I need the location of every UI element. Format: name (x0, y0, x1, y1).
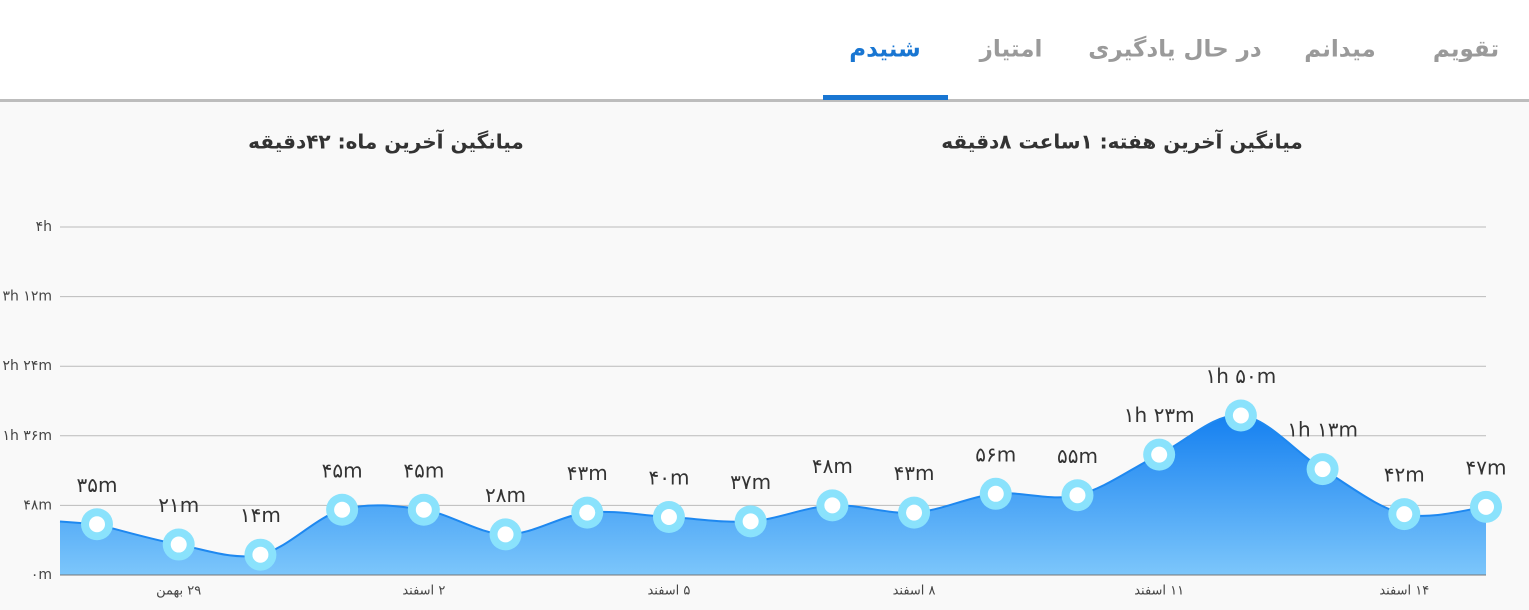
tab[interactable]: امتیاز (979, 37, 1043, 63)
tab[interactable]: میدانم (1304, 37, 1375, 63)
point-center (824, 497, 841, 514)
point-center (1478, 498, 1494, 515)
value-label: ۵۵m (1057, 444, 1098, 468)
tab-bar (0, 0, 1529, 100)
point-center (660, 509, 677, 525)
value-label: ۴۰m (648, 466, 689, 490)
point-center (415, 501, 432, 518)
value-label: ۱h ۵۰m (1206, 364, 1277, 388)
x-tick-label: ۱۴ اسفند (1379, 584, 1429, 599)
x-tick-label: ۲ اسفند (402, 584, 445, 599)
y-tick-label: ۱h ۳۶m (2, 428, 52, 444)
value-label: ۲۸m (485, 483, 526, 507)
value-label: ۴۵m (322, 458, 363, 482)
value-label: ۱h ۲۳m (1124, 403, 1195, 427)
value-label: ۴۳m (567, 461, 608, 485)
point-center (1151, 446, 1168, 463)
value-label: ۴۵m (403, 458, 444, 482)
month-average: میانگین آخرین ماه: ۴۲دقیقه (248, 129, 524, 154)
tab[interactable]: تقویم (1433, 37, 1499, 63)
x-tick-label: ۱۱ اسفند (1134, 584, 1184, 599)
value-label: ۴۳m (894, 461, 935, 485)
point-center (906, 504, 923, 521)
y-tick-label: ۲h ۲۴m (2, 358, 52, 374)
value-label: ۱h ۱۳m (1287, 418, 1358, 442)
value-label: ۴۸m (812, 454, 853, 478)
tab-indicator (823, 95, 948, 100)
tab[interactable]: در حال یادگیری (1088, 36, 1262, 63)
tab-divider (0, 99, 1529, 102)
value-label: ۱۴m (240, 503, 281, 527)
x-tick-label: ۲۹ بهمن (156, 584, 201, 599)
y-tick-label: ۴۸m (23, 497, 52, 513)
point-center (170, 536, 187, 553)
y-tick-label: ۳h ۱۲m (2, 289, 52, 305)
point-center (497, 526, 514, 543)
point-center (1396, 506, 1413, 523)
value-label: ۴۲m (1384, 463, 1425, 487)
area (60, 415, 1486, 575)
point-center (1069, 487, 1086, 504)
y-tick-label: ۴h (36, 219, 52, 235)
tab[interactable]: شنیدم (849, 37, 921, 63)
y-tick-label: ۰m (31, 567, 52, 583)
point-center (579, 504, 596, 521)
point-center (1314, 461, 1331, 478)
value-label: ۵۶m (975, 442, 1016, 466)
point-center (89, 516, 105, 533)
point-center (1232, 407, 1249, 424)
point-center (742, 513, 759, 530)
value-label: ۴۷m (1466, 455, 1507, 479)
point-center (987, 485, 1004, 502)
x-tick-label: ۵ اسفند (647, 584, 690, 599)
value-label: ۳۵m (77, 473, 118, 497)
point-center (334, 501, 351, 518)
point-center (252, 546, 269, 563)
value-label: ۲۱m (158, 493, 199, 517)
x-tick-label: ۸ اسفند (893, 584, 936, 599)
value-label: ۳۷m (730, 470, 771, 494)
week-average: میانگین آخرین هفته: ۱ساعت ۸دقیقه (941, 129, 1303, 154)
